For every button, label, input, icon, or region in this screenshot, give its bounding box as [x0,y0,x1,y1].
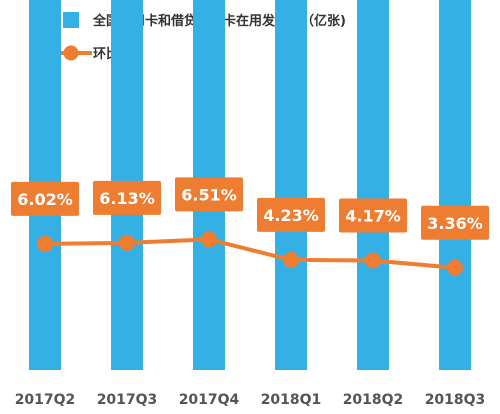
percent-label: 6.51% [181,185,237,204]
percent-badge [339,198,407,233]
category-label: 2017Q4 [179,392,240,408]
category-label: 2018Q2 [343,392,404,408]
percent-badge [175,177,243,212]
category-label: 2017Q2 [15,392,76,408]
percent-badge [11,181,79,216]
legend-line-marker [63,45,79,61]
category-label: 2018Q1 [261,392,322,408]
percent-label: 4.17% [345,206,401,225]
line-series [44,237,456,270]
percent-label: 6.13% [99,189,155,208]
percent-badge [257,197,325,232]
percent-label: 4.23% [263,206,319,225]
line-marker [37,235,53,252]
percent-badge [421,205,489,240]
line-marker [283,251,299,268]
percent-label: 3.36% [427,214,483,233]
line-marker [201,231,217,248]
line-layer [37,231,463,276]
category-label: 2017Q3 [97,392,158,408]
percent-label: 6.02% [17,190,73,209]
bar [275,0,307,370]
bar [439,0,471,370]
percent-badge [93,180,161,215]
category-labels-layer: 2017Q2 2017Q3 2017Q4 2018Q1 2018Q2 2018Q3 [15,392,486,408]
badges-layer: 6.02% 6.13% 6.51% 4.23% 4.17% 3.36% [11,177,489,240]
line-marker [447,259,463,276]
legend-bar-swatch [63,12,79,28]
line-marker [119,234,135,251]
line-marker [365,252,381,269]
category-label: 2018Q3 [425,392,486,408]
bar [357,0,389,371]
